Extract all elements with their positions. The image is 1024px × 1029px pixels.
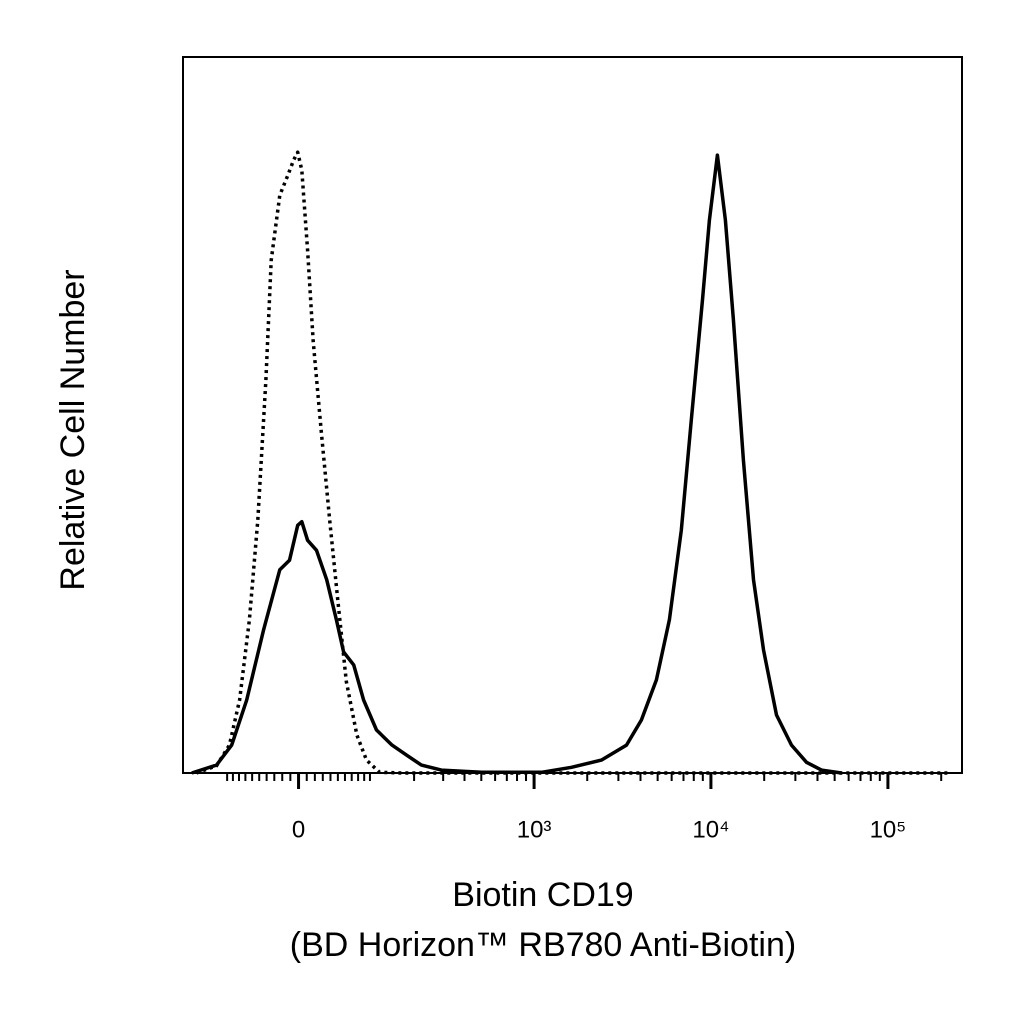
- x-tick-label: 10³: [517, 816, 552, 843]
- plot-frame: [182, 56, 963, 774]
- y-axis-title: Relative Cell Number: [54, 269, 92, 590]
- x-axis-title: (BD Horizon™ RB780 Anti-Biotin): [290, 926, 796, 964]
- x-axis-title: Biotin CD19: [452, 876, 633, 914]
- histogram-line: [191, 153, 842, 775]
- histogram-line: [195, 150, 952, 775]
- x-tick-label: 10⁴: [692, 816, 729, 843]
- x-tick-label: 10⁵: [870, 816, 907, 843]
- x-tick-label: 0: [292, 816, 305, 843]
